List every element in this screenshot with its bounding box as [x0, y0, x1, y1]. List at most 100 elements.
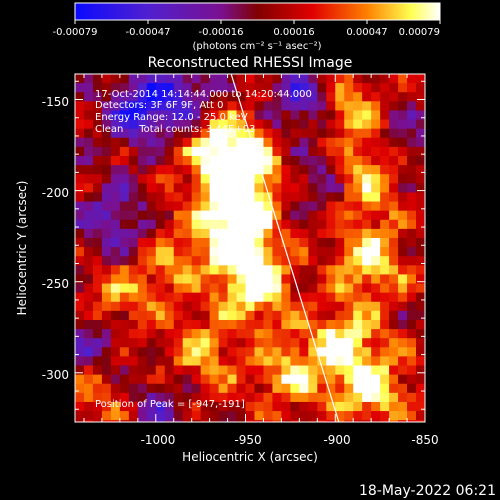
heatmap-cell [362, 119, 372, 130]
heatmap-cell [407, 228, 417, 239]
heatmap-cell [245, 137, 255, 148]
heatmap-cell [137, 392, 148, 403]
heatmap-cell [164, 338, 175, 348]
heatmap-cell [137, 137, 148, 148]
heatmap-cell [335, 292, 345, 303]
heatmap-cell [191, 210, 202, 221]
heatmap-cell [299, 292, 309, 303]
heatmap-cell [353, 301, 363, 312]
heatmap-cell [236, 283, 246, 294]
heatmap-cell [344, 383, 354, 394]
heatmap-cell [308, 101, 318, 111]
heatmap-cell [326, 219, 336, 230]
heatmap-cell [326, 228, 336, 239]
heatmap-cell [317, 237, 327, 248]
heatmap-cell [281, 310, 291, 321]
heatmap-cell [119, 201, 130, 212]
heatmap-cell [389, 411, 399, 421]
heatmap-cell [389, 74, 399, 84]
heatmap-cell [110, 174, 121, 184]
heatmap-cell [353, 155, 363, 166]
heatmap-cell [164, 310, 175, 321]
heatmap-cell [299, 219, 309, 230]
heatmap-cell [110, 210, 121, 221]
heatmap-cell [110, 392, 121, 403]
heatmap-cell [326, 210, 336, 221]
heatmap-cell [272, 319, 282, 330]
heatmap-cell [344, 420, 354, 422]
heatmap-cell [182, 128, 193, 139]
heatmap-cell [389, 110, 399, 120]
heatmap-cell [128, 383, 139, 394]
heatmap-cell [110, 310, 121, 321]
heatmap-cell [218, 356, 228, 366]
heatmap-cell [272, 192, 282, 202]
heatmap-cell [110, 356, 121, 366]
heatmap-cell [344, 128, 354, 139]
heatmap-cell [155, 274, 166, 284]
heatmap-cell [389, 283, 399, 294]
heatmap-cell [398, 365, 408, 376]
heatmap-image [75, 74, 425, 422]
heatmap-cell [308, 137, 318, 148]
heatmap-cell [110, 165, 121, 175]
heatmap-cell [398, 374, 408, 385]
heatmap-cell [146, 338, 157, 348]
heatmap-cell [326, 356, 336, 366]
heatmap-cell [191, 201, 202, 212]
heatmap-cell [254, 401, 264, 412]
heatmap-cell [254, 256, 264, 266]
heatmap-cell [308, 228, 318, 239]
heatmap-cell [362, 265, 372, 275]
heatmap-cell [110, 274, 121, 284]
heatmap-cell [281, 401, 291, 412]
heatmap-cell [416, 319, 425, 330]
heatmap-cell [272, 128, 282, 139]
heatmap-cell [209, 365, 219, 376]
plot-date-stamp: 18-May-2022 06:21 [359, 483, 496, 499]
heatmap-cell [299, 420, 309, 422]
heatmap-cell [209, 256, 219, 266]
heatmap-cell [182, 237, 193, 248]
heatmap-cell [191, 137, 202, 148]
heatmap-cell [317, 174, 327, 184]
heatmap-cell [128, 237, 139, 248]
heatmap-cell [362, 401, 372, 412]
heatmap-cell [146, 420, 157, 422]
heatmap-cell [173, 101, 184, 111]
heatmap-cell [218, 283, 228, 294]
heatmap-cell [155, 119, 166, 130]
heatmap-cell [227, 274, 237, 284]
heatmap-cell [155, 83, 166, 93]
heatmap-cell [155, 192, 166, 202]
y-tick-label-3: -300 [42, 368, 69, 382]
heatmap-cell [263, 265, 273, 275]
heatmap-cell [407, 210, 417, 221]
heatmap-cell [119, 356, 130, 366]
heatmap-cell [335, 347, 345, 357]
heatmap-cell [290, 292, 300, 303]
heatmap-cell [236, 256, 246, 266]
heatmap-cell [182, 101, 193, 111]
heatmap-cell [344, 365, 354, 376]
heatmap-cell [236, 374, 246, 385]
heatmap-cell [128, 356, 139, 366]
heatmap-cell [236, 411, 246, 421]
heatmap-cell [101, 110, 112, 120]
heatmap-cell [380, 420, 390, 422]
heatmap-cell [353, 183, 363, 193]
heatmap-cell [281, 137, 291, 148]
heatmap-cell [362, 92, 372, 102]
heatmap-cell [218, 265, 228, 275]
heatmap-cell [290, 146, 300, 157]
heatmap-cell [263, 310, 273, 321]
heatmap-cell [389, 210, 399, 221]
heatmap-cell [290, 319, 300, 330]
heatmap-cell [101, 219, 112, 230]
heatmap-cell [75, 110, 85, 120]
heatmap-cell [164, 256, 175, 266]
heatmap-cell [92, 292, 103, 303]
heatmap-cell [371, 319, 381, 330]
heatmap-cell [254, 301, 264, 312]
heatmap-cell [75, 83, 85, 93]
